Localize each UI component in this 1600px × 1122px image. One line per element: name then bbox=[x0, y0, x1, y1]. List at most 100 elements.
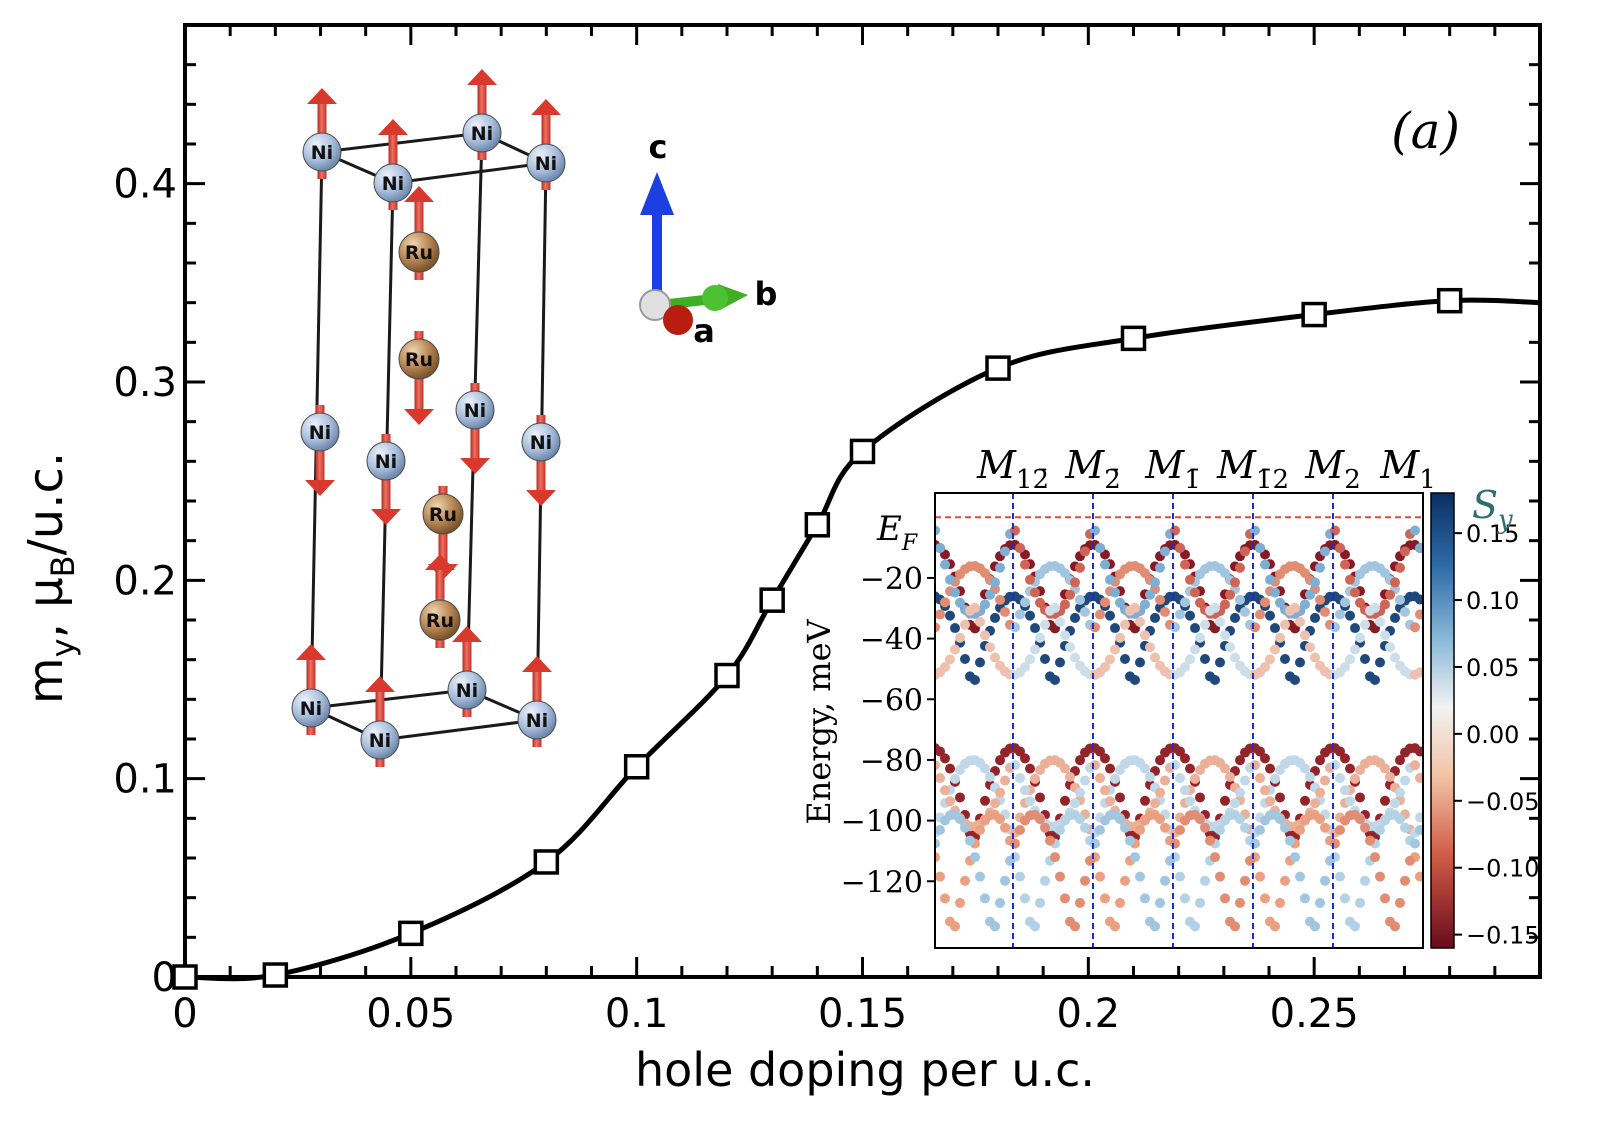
band-dot bbox=[1110, 587, 1120, 598]
lattice-axes: c b a bbox=[639, 128, 777, 350]
band-dot bbox=[1110, 921, 1120, 932]
band-dot bbox=[1415, 594, 1423, 605]
band-dot bbox=[1220, 763, 1230, 774]
band-dot bbox=[935, 746, 945, 757]
atom-label: Ni bbox=[309, 422, 331, 444]
band-dot bbox=[1390, 577, 1400, 588]
spin-arrow-head bbox=[467, 69, 497, 85]
atom-label: Ni bbox=[530, 432, 552, 454]
band-dot bbox=[960, 619, 970, 630]
ni-atom bbox=[447, 670, 487, 710]
ni-atom bbox=[300, 412, 340, 452]
band-dot bbox=[1340, 662, 1350, 673]
band-dot bbox=[1015, 609, 1025, 620]
atom-label: Ni bbox=[375, 451, 397, 473]
band-dot bbox=[1145, 589, 1155, 600]
band-dot bbox=[1270, 623, 1280, 634]
spin-arrow-head bbox=[460, 458, 490, 474]
ru-atom bbox=[398, 231, 440, 273]
band-dot bbox=[970, 674, 980, 685]
band-dot bbox=[1345, 763, 1355, 774]
band-dot bbox=[1335, 773, 1345, 784]
band-dot bbox=[1050, 602, 1060, 613]
band-dot bbox=[1105, 654, 1115, 665]
colorbar-tick-label: −0.15 bbox=[1466, 922, 1540, 950]
band-dot bbox=[1180, 559, 1190, 570]
band-dot bbox=[1265, 654, 1275, 665]
band-dot bbox=[1375, 616, 1385, 627]
ni-atom bbox=[521, 422, 561, 462]
band-dot bbox=[1395, 897, 1405, 908]
band-dot bbox=[1240, 606, 1250, 617]
band-dot bbox=[1230, 577, 1240, 588]
band-dot bbox=[1080, 606, 1090, 617]
band-dot bbox=[1330, 760, 1340, 771]
band-dot bbox=[1115, 814, 1125, 825]
band-dot bbox=[1380, 599, 1390, 610]
band-dot bbox=[1235, 897, 1245, 908]
band-dot bbox=[1240, 822, 1250, 833]
band-dot bbox=[1020, 785, 1030, 796]
band-dot bbox=[1360, 619, 1370, 630]
k-point-label: M2 bbox=[1304, 443, 1360, 495]
band-dot bbox=[955, 792, 965, 803]
band-dot bbox=[1370, 852, 1380, 863]
band-dot bbox=[1335, 543, 1345, 554]
band-dot bbox=[1010, 622, 1020, 633]
band-dot bbox=[1220, 893, 1230, 904]
ni-atom bbox=[455, 390, 495, 430]
band-dot bbox=[1230, 612, 1240, 623]
band-dot bbox=[1175, 825, 1185, 836]
band-dot bbox=[1410, 622, 1420, 633]
crystal-structure: Ni Ni Ni Ni Ni Ni Ni Ni Ni Ni Ni Ni Ru Ru Ru Ru c b a bbox=[291, 69, 777, 767]
band-dot bbox=[1030, 644, 1040, 655]
band-dot bbox=[1095, 746, 1105, 757]
band-dot bbox=[1270, 773, 1280, 784]
band-dot bbox=[1330, 525, 1340, 536]
band-dot bbox=[1035, 814, 1045, 825]
band-dot bbox=[960, 875, 970, 886]
data-point bbox=[623, 754, 650, 780]
band-dot bbox=[1180, 893, 1190, 904]
band-dot bbox=[1395, 594, 1405, 605]
band-dot bbox=[970, 852, 980, 863]
band-dot bbox=[980, 630, 990, 641]
band-dot bbox=[1240, 775, 1250, 786]
band-dot bbox=[1115, 597, 1125, 608]
band-dot bbox=[1350, 587, 1360, 598]
band-dots bbox=[935, 525, 1423, 932]
band-dot bbox=[1175, 871, 1185, 882]
band-dot bbox=[1015, 543, 1025, 554]
inset-y-tick-label: −80 bbox=[860, 744, 923, 779]
band-dot bbox=[935, 543, 945, 554]
band-dot bbox=[960, 822, 970, 833]
crystal-atoms: Ni Ni Ni Ni Ni Ni Ni Ni Ni Ni Ni Ni Ru Ru Ru Ru bbox=[291, 69, 566, 767]
band-dot bbox=[995, 814, 1005, 825]
band-dot bbox=[1315, 814, 1325, 825]
band-dot bbox=[1015, 871, 1025, 882]
colorbar-label: Sy bbox=[1472, 483, 1513, 535]
band-dot bbox=[1400, 875, 1410, 886]
band-dot bbox=[1415, 825, 1423, 836]
colorbar-tick-label: −0.10 bbox=[1466, 855, 1540, 883]
spin-arrow-head bbox=[404, 186, 434, 202]
band-dot bbox=[1395, 755, 1405, 766]
band-dot bbox=[1180, 662, 1190, 673]
band-dot bbox=[935, 622, 940, 633]
unit-cell-edges bbox=[309, 131, 548, 742]
band-dot bbox=[1020, 559, 1030, 570]
band-dot bbox=[1010, 760, 1020, 771]
k-point-label: M1̄2 bbox=[1216, 443, 1289, 495]
band-dot bbox=[1250, 622, 1260, 633]
band-dot bbox=[1300, 630, 1310, 641]
band-dot bbox=[1220, 795, 1230, 806]
band-dot bbox=[970, 602, 980, 613]
band-dot bbox=[1215, 616, 1225, 627]
spin-arrow-head bbox=[296, 644, 326, 660]
atom-label: Ni bbox=[464, 400, 486, 422]
band-dot bbox=[1090, 525, 1100, 536]
band-dot bbox=[1030, 623, 1040, 634]
atom-label: Ni bbox=[526, 710, 548, 732]
band-dot bbox=[1170, 525, 1180, 536]
data-point bbox=[1436, 287, 1463, 314]
